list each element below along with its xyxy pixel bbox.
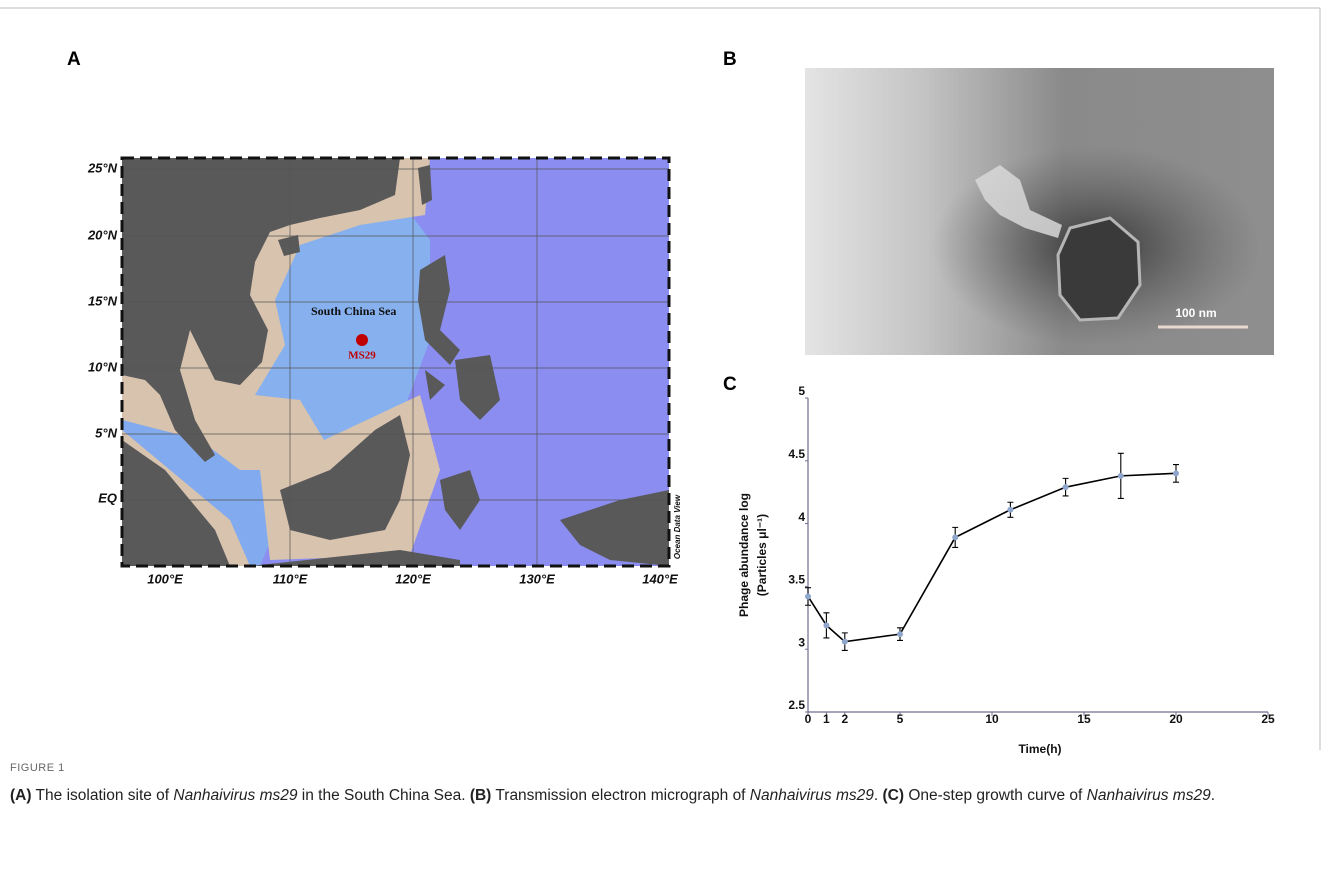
lon-label: 140°E xyxy=(642,571,678,586)
x-tick-label: 1 xyxy=(823,712,830,726)
y-tick-label: 4 xyxy=(798,510,805,524)
caption-part: . xyxy=(1210,787,1216,804)
lat-label: 5°N xyxy=(95,425,117,440)
caption: FIGURE 1 (A) The isolation site of Nanha… xyxy=(10,762,1300,807)
data-point xyxy=(841,638,848,645)
lon-label: 120°E xyxy=(395,571,431,586)
caption-part: (A) xyxy=(10,787,32,804)
data-point xyxy=(1062,484,1069,491)
micrograph xyxy=(805,68,1274,355)
x-axis-label: Time(h) xyxy=(1018,742,1061,756)
panel-label: A xyxy=(67,49,81,70)
caption-part: The isolation site of xyxy=(31,787,174,804)
land xyxy=(122,158,400,462)
caption-part: Nanhaivirus ms29 xyxy=(1086,787,1211,804)
site-marker xyxy=(356,334,368,346)
x-tick-label: 2 xyxy=(841,712,848,726)
land xyxy=(280,415,410,540)
map xyxy=(122,158,669,566)
lat-label: 20°N xyxy=(87,227,118,242)
land xyxy=(418,165,432,205)
tem-shadow xyxy=(805,68,1274,355)
data-point xyxy=(1117,472,1124,479)
x-tick-label: 0 xyxy=(805,712,812,726)
x-tick-label: 15 xyxy=(1077,712,1091,726)
caption-part: (C) xyxy=(882,787,905,804)
x-tick-label: 5 xyxy=(897,712,904,726)
caption-part: in the South China Sea. xyxy=(297,787,470,804)
x-tick-label: 20 xyxy=(1169,712,1183,726)
lat-label: 15°N xyxy=(88,293,118,308)
land xyxy=(560,490,669,566)
scale-label: 100 nm xyxy=(1175,306,1216,320)
data-point xyxy=(1007,506,1014,513)
phage-tail xyxy=(975,165,1062,238)
lat-label: 25°N xyxy=(87,160,118,175)
y-tick-label: 3 xyxy=(798,635,805,649)
figure: A B C 25°N 20°N 15°N 10°N 5°N EQ 100°E 1… xyxy=(0,7,1321,756)
panel-label: B xyxy=(723,49,737,70)
y-tick-label: 4.5 xyxy=(788,447,805,461)
caption-part: . xyxy=(873,787,883,804)
lon-label: 130°E xyxy=(519,571,555,586)
site-label: MS29 xyxy=(348,350,376,362)
caption-part: One-step growth curve of xyxy=(904,787,1087,804)
x-tick-label: 10 xyxy=(985,712,999,726)
y-axis-label: (Particles μl⁻¹) xyxy=(755,514,769,596)
figure-label: FIGURE 1 xyxy=(10,762,65,774)
land xyxy=(278,235,300,256)
caption-part: (B) xyxy=(469,787,492,804)
y-tick-label: 5 xyxy=(798,384,805,398)
y-tick-label: 3.5 xyxy=(788,573,805,587)
x-tick-label: 25 xyxy=(1261,712,1275,726)
data-point xyxy=(823,622,830,629)
caption-part: Nanhaivirus ms29 xyxy=(173,787,298,804)
data-point xyxy=(897,631,903,638)
caption-part: Transmission electron micrograph of xyxy=(491,787,750,804)
y-tick-label: 2.5 xyxy=(788,698,805,712)
lon-label: 110°E xyxy=(273,571,308,586)
land xyxy=(425,355,500,420)
phage-head xyxy=(1056,216,1142,322)
sea-label: South China Sea xyxy=(311,304,396,318)
lon-label: 100°E xyxy=(147,571,183,586)
land xyxy=(122,440,230,566)
panel-label: C xyxy=(723,374,737,395)
land xyxy=(250,550,460,566)
map-border xyxy=(120,156,671,568)
land xyxy=(418,255,460,365)
lat-label: 10°N xyxy=(88,359,118,374)
data-point xyxy=(952,534,959,541)
lat-label: EQ xyxy=(98,490,117,505)
caption-part: Nanhaivirus ms29 xyxy=(749,787,874,804)
graticule xyxy=(122,158,669,566)
data-point xyxy=(1173,470,1179,477)
data-point xyxy=(805,593,811,600)
chart: Phage abundance log (Particles μl⁻¹) Tim… xyxy=(737,384,1275,756)
credit: Ocean Data View xyxy=(673,494,682,559)
caption-text: (A) The isolation site of Nanhaivirus ms… xyxy=(10,784,1300,807)
y-axis-label: Phage abundance log xyxy=(737,493,751,617)
